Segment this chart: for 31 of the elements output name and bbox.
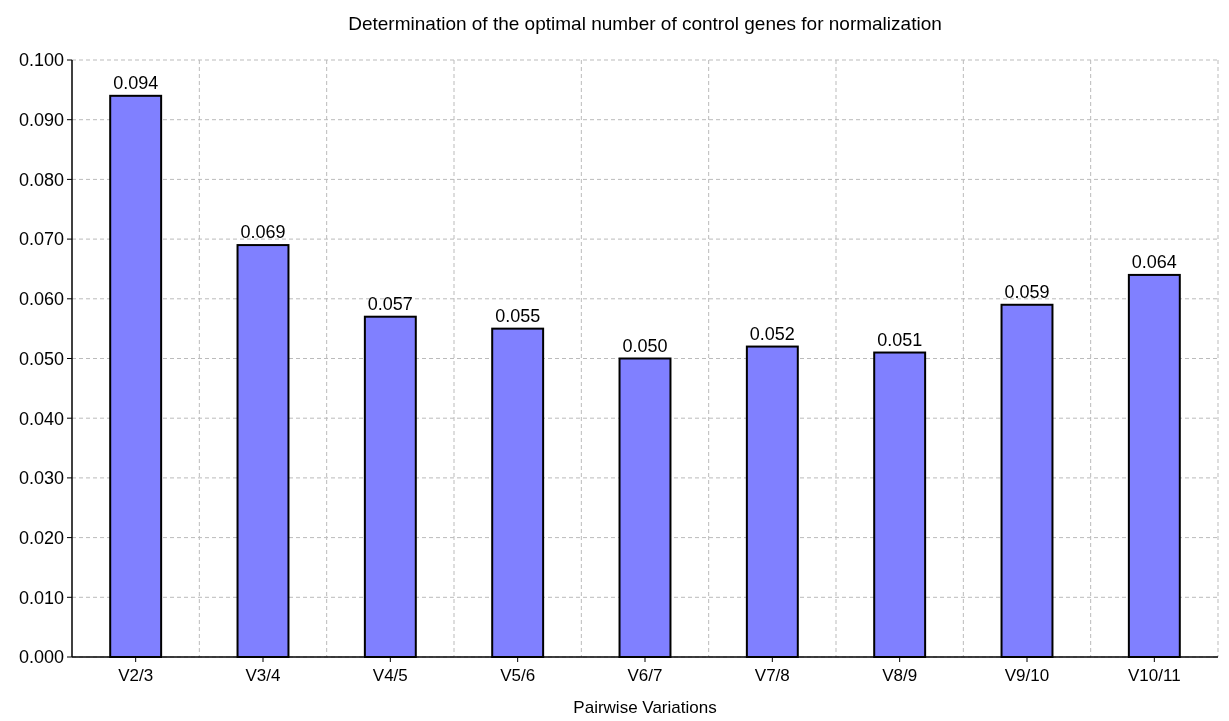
data-label: 0.050 <box>622 335 668 356</box>
y-tick-label: 0.070 <box>18 229 64 250</box>
y-tick-label: 0.020 <box>18 527 64 548</box>
x-tick-label: V8/9 <box>882 666 918 685</box>
y-tick-label: 0.040 <box>18 408 64 429</box>
data-label: 0.052 <box>749 323 795 344</box>
data-label: 0.064 <box>1131 251 1177 272</box>
y-tick-label: 0.090 <box>18 110 64 130</box>
x-tick-label: V10/11 <box>1128 666 1181 685</box>
x-tick-label: V5/6 <box>500 666 536 685</box>
data-label: 0.055 <box>495 305 541 326</box>
y-tick-label: 0.030 <box>18 468 64 489</box>
y-tick-label: 0.050 <box>18 348 64 369</box>
y-tick-label: 0.010 <box>18 587 64 608</box>
data-label: 0.094 <box>113 72 159 93</box>
data-label: 0.051 <box>877 329 923 350</box>
x-tick-label: V7/8 <box>754 666 790 685</box>
x-tick-label: V4/5 <box>372 666 408 685</box>
y-tick-label: 0.000 <box>18 647 64 668</box>
y-tick-label: 0.080 <box>18 169 64 190</box>
y-tick-label: 0.100 <box>18 50 64 71</box>
data-label: 0.059 <box>1004 281 1050 302</box>
data-label: 0.069 <box>240 222 286 243</box>
x-tick-label: V2/3 <box>118 666 154 685</box>
x-tick-label: V6/7 <box>627 666 663 685</box>
y-tick-label: 0.060 <box>18 289 64 310</box>
chart-title: Determination of the optimal number of control genes for normalization <box>348 13 942 34</box>
x-axis-title: Pairwise Variations <box>573 698 717 717</box>
data-label: 0.057 <box>367 293 413 314</box>
x-tick-label: V3/4 <box>245 666 281 685</box>
x-tick-label: V9/10 <box>1004 666 1050 685</box>
